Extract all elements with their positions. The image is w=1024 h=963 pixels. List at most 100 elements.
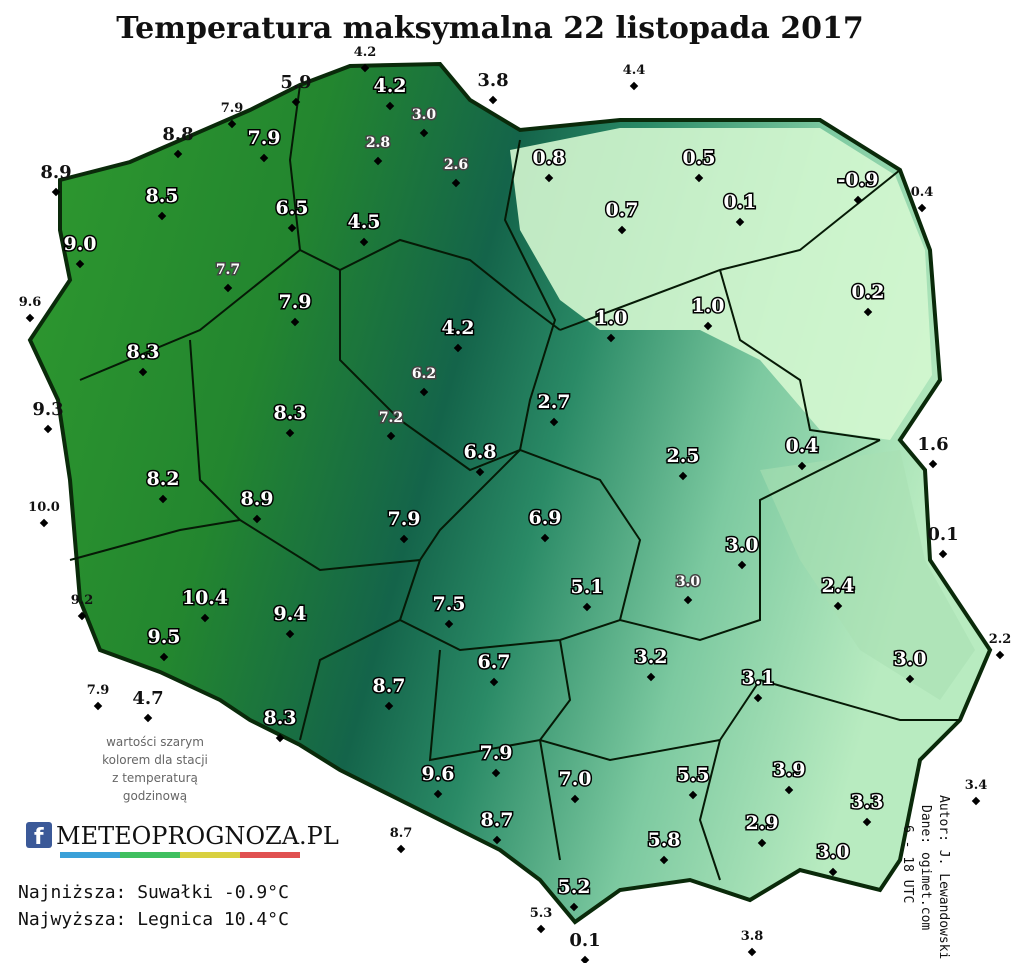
station-dot	[291, 97, 301, 107]
station-value: 2.5	[666, 445, 699, 467]
station-dot	[158, 494, 168, 504]
credit-line: Autor: J. Lewandowski	[936, 795, 951, 959]
station-value: 9.0	[63, 233, 96, 255]
station-value: 3.4	[965, 778, 988, 793]
station-dot	[971, 796, 981, 806]
station-dot	[784, 785, 794, 795]
station-dot	[737, 560, 747, 570]
station-dot	[275, 733, 285, 743]
region-borders	[69, 84, 960, 881]
station-value: 5.8	[647, 829, 680, 851]
station-dot	[453, 343, 463, 353]
station-dot	[75, 259, 85, 269]
station-dot	[928, 459, 938, 469]
station-dot	[475, 467, 485, 477]
station-dot	[703, 321, 713, 331]
station-value: 3.2	[634, 646, 667, 668]
station-value: 2.2	[989, 632, 1012, 647]
station-dot	[373, 156, 383, 166]
station-value: 9.6	[421, 763, 454, 785]
station-value: 7.5	[432, 593, 465, 615]
station-dot	[757, 838, 767, 848]
station-dot	[489, 677, 499, 687]
station-value: 6.2	[412, 366, 436, 382]
station-dot	[606, 333, 616, 343]
station-value: 4.2	[441, 317, 474, 339]
station-value: 2.4	[821, 575, 854, 597]
station-value: 10.4	[182, 587, 228, 609]
station-dot	[444, 619, 454, 629]
station-value: 8.7	[372, 675, 405, 697]
station-value: 1.0	[691, 295, 724, 317]
station-value: 3.9	[772, 759, 805, 781]
station-value: 7.2	[379, 410, 403, 426]
station-dot	[580, 955, 590, 963]
station-dot	[290, 317, 300, 327]
station-value: 7.0	[558, 768, 591, 790]
station-value: 8.3	[126, 341, 159, 363]
station-value: 7.9	[221, 101, 244, 116]
station-value: 7.7	[216, 262, 240, 278]
station-dot	[491, 768, 501, 778]
station-dot	[753, 693, 763, 703]
credit-line: Dane: ogimet.com	[918, 805, 933, 930]
station-value: 6.9	[528, 507, 561, 529]
station-dot	[688, 790, 698, 800]
station-value: 6.7	[477, 651, 510, 673]
station-value: 3.0	[816, 841, 849, 863]
station-dot	[938, 549, 948, 559]
station-value: 3.0	[725, 534, 758, 556]
station-dot	[285, 428, 295, 438]
station-value: 8.3	[273, 402, 306, 424]
station-value: 8.9	[240, 488, 273, 510]
station-value: 4.2	[373, 75, 406, 97]
station-value: 7.9	[278, 291, 311, 313]
station-value: 3.0	[893, 648, 926, 670]
credit-line: 6 - 18 UTC	[900, 825, 915, 903]
station-value: 5.9	[280, 72, 311, 93]
station-value: 4.4	[623, 63, 646, 78]
station-value: -0.9	[838, 169, 879, 191]
station-dot	[227, 119, 237, 129]
station-dot	[259, 153, 269, 163]
station-dot	[419, 387, 429, 397]
station-value: 6.8	[463, 441, 496, 463]
station-dot	[138, 367, 148, 377]
logo-strip	[60, 852, 300, 858]
summary-line: Najwyższa: Legnica 10.4°C	[18, 909, 289, 930]
station-dot	[359, 237, 369, 247]
station-dot	[173, 149, 183, 159]
station-value: 9.3	[32, 399, 63, 420]
station-dot	[549, 417, 559, 427]
station-value: 0.1	[569, 930, 600, 951]
cold-region	[510, 128, 932, 440]
station-dot	[540, 533, 550, 543]
station-value: 9.6	[19, 295, 42, 310]
station-value: 4.2	[354, 45, 377, 60]
station-value: 4.7	[132, 688, 163, 709]
station-dot	[917, 203, 927, 213]
station-dot	[399, 534, 409, 544]
facebook-f: f	[34, 825, 44, 850]
station-value: 0.7	[605, 199, 638, 221]
station-value: 6.5	[275, 197, 308, 219]
station-value: 8.2	[146, 468, 179, 490]
station-dot	[384, 701, 394, 711]
facebook-icon	[26, 822, 52, 848]
station-value: 7.9	[479, 742, 512, 764]
station-dot	[678, 471, 688, 481]
station-value: 7.9	[247, 127, 280, 149]
station-value: 8.9	[40, 162, 71, 183]
station-dot	[93, 701, 103, 711]
station-value: 0.4	[785, 435, 818, 457]
station-dot	[862, 817, 872, 827]
station-value: 0.5	[682, 147, 715, 169]
station-value: 0.4	[911, 185, 934, 200]
station-dot	[386, 431, 396, 441]
credits: Autor: J. Lewandowski Dane: ogimet.com 6…	[900, 795, 951, 959]
logo: METEOPROGNOZA.PL	[56, 822, 339, 850]
station-dot	[683, 595, 693, 605]
station-dot	[396, 844, 406, 854]
station-dot	[39, 518, 49, 528]
station-value: 1.0	[594, 307, 627, 329]
